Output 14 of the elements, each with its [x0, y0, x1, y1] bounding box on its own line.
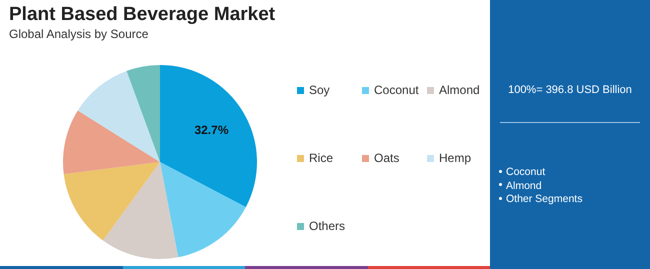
- legend-label: Coconut: [373, 83, 420, 97]
- legend-label: Soy: [308, 83, 331, 97]
- data-label: 32.7%: [194, 123, 229, 138]
- text: 100%= 396.8 USD Billion: [507, 84, 633, 96]
- legend-label: Others: [308, 219, 346, 233]
- legend-label: Rice: [308, 151, 334, 165]
- text: Other Segments: [505, 193, 582, 206]
- chart-subtitle: Global Analysis by Source: [9, 27, 148, 41]
- legend-label: Oats: [373, 151, 400, 165]
- text: Coconut: [505, 166, 546, 180]
- legend-label: Hemp: [438, 151, 472, 165]
- chart-title: Plant Based Beverage Market: [9, 4, 276, 26]
- text: Almond: [505, 180, 543, 193]
- legend-label: Almond: [438, 83, 481, 97]
